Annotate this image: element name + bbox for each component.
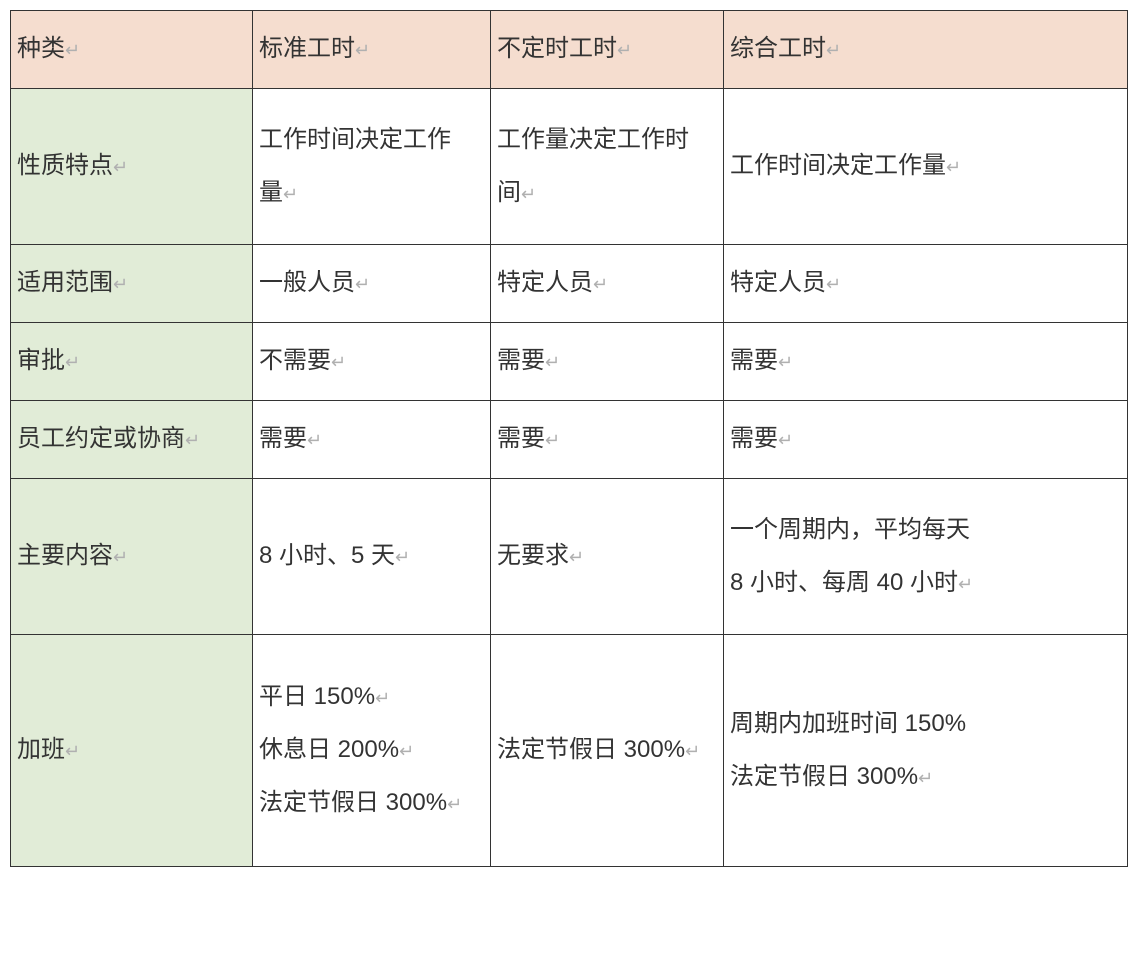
return-mark-icon: ↵ — [778, 421, 793, 461]
cell-overtime-comprehensive: 周期内加班时间 150% 法定节假日 300%↵ — [724, 635, 1128, 867]
return-mark-icon: ↵ — [521, 175, 536, 215]
cell-nature-comprehensive: 工作时间决定工作量↵ — [724, 89, 1128, 245]
return-mark-icon: ↵ — [918, 759, 933, 799]
return-mark-icon: ↵ — [355, 265, 370, 305]
return-mark-icon: ↵ — [113, 148, 128, 188]
cell-overtime-irregular: 法定节假日 300%↵ — [491, 635, 724, 867]
header-cell-category: 种类↵ — [11, 11, 253, 89]
worktime-comparison-table: 种类↵ 标准工时↵ 不定时工时↵ 综合工时↵ 性质特点↵ 工作时间决定工作 量↵… — [10, 10, 1128, 867]
return-mark-icon: ↵ — [113, 538, 128, 578]
return-mark-icon: ↵ — [685, 732, 700, 772]
table-row: 审批↵ 不需要↵ 需要↵ 需要↵ — [11, 323, 1128, 401]
row-label-content: 主要内容↵ — [11, 479, 253, 635]
return-mark-icon: ↵ — [569, 538, 584, 578]
row-label-approval: 审批↵ — [11, 323, 253, 401]
table-row: 性质特点↵ 工作时间决定工作 量↵ 工作量决定工作时 间↵ 工作时间决定工作量↵ — [11, 89, 1128, 245]
return-mark-icon: ↵ — [283, 175, 298, 215]
cell-approval-irregular: 需要↵ — [491, 323, 724, 401]
cell-scope-standard: 一般人员↵ — [253, 245, 491, 323]
return-mark-icon: ↵ — [65, 732, 80, 772]
return-mark-icon: ↵ — [617, 31, 632, 71]
cell-agreement-irregular: 需要↵ — [491, 401, 724, 479]
return-mark-icon: ↵ — [399, 732, 414, 772]
return-mark-icon: ↵ — [826, 265, 841, 305]
return-mark-icon: ↵ — [958, 565, 973, 605]
table-row: 员工约定或协商↵ 需要↵ 需要↵ 需要↵ — [11, 401, 1128, 479]
cell-scope-comprehensive: 特定人员↵ — [724, 245, 1128, 323]
return-mark-icon: ↵ — [307, 421, 322, 461]
table-header-row: 种类↵ 标准工时↵ 不定时工时↵ 综合工时↵ — [11, 11, 1128, 89]
return-mark-icon: ↵ — [395, 538, 410, 578]
table-row: 加班↵ 平日 150%↵ 休息日 200%↵ 法定节假日 300%↵ 法定节假日… — [11, 635, 1128, 867]
return-mark-icon: ↵ — [65, 343, 80, 383]
cell-scope-irregular: 特定人员↵ — [491, 245, 724, 323]
cell-content-comprehensive: 一个周期内，平均每天 8 小时、每周 40 小时↵ — [724, 479, 1128, 635]
return-mark-icon: ↵ — [778, 343, 793, 383]
row-label-scope: 适用范围↵ — [11, 245, 253, 323]
header-cell-irregular: 不定时工时↵ — [491, 11, 724, 89]
cell-content-standard: 8 小时、5 天↵ — [253, 479, 491, 635]
return-mark-icon: ↵ — [447, 785, 462, 825]
cell-approval-comprehensive: 需要↵ — [724, 323, 1128, 401]
return-mark-icon: ↵ — [331, 343, 346, 383]
header-cell-comprehensive: 综合工时↵ — [724, 11, 1128, 89]
return-mark-icon: ↵ — [545, 421, 560, 461]
cell-nature-irregular: 工作量决定工作时 间↵ — [491, 89, 724, 245]
table-row: 适用范围↵ 一般人员↵ 特定人员↵ 特定人员↵ — [11, 245, 1128, 323]
cell-content-irregular: 无要求↵ — [491, 479, 724, 635]
table-row: 主要内容↵ 8 小时、5 天↵ 无要求↵ 一个周期内，平均每天 8 小时、每周 … — [11, 479, 1128, 635]
return-mark-icon: ↵ — [593, 265, 608, 305]
row-label-overtime: 加班↵ — [11, 635, 253, 867]
return-mark-icon: ↵ — [113, 265, 128, 305]
cell-overtime-standard: 平日 150%↵ 休息日 200%↵ 法定节假日 300%↵ — [253, 635, 491, 867]
cell-approval-standard: 不需要↵ — [253, 323, 491, 401]
cell-agreement-comprehensive: 需要↵ — [724, 401, 1128, 479]
return-mark-icon: ↵ — [375, 679, 390, 719]
cell-agreement-standard: 需要↵ — [253, 401, 491, 479]
row-label-nature: 性质特点↵ — [11, 89, 253, 245]
header-cell-standard: 标准工时↵ — [253, 11, 491, 89]
return-mark-icon: ↵ — [65, 31, 80, 71]
row-label-agreement: 员工约定或协商↵ — [11, 401, 253, 479]
return-mark-icon: ↵ — [185, 421, 200, 461]
return-mark-icon: ↵ — [545, 343, 560, 383]
return-mark-icon: ↵ — [355, 31, 370, 71]
return-mark-icon: ↵ — [826, 31, 841, 71]
cell-nature-standard: 工作时间决定工作 量↵ — [253, 89, 491, 245]
return-mark-icon: ↵ — [946, 148, 961, 188]
